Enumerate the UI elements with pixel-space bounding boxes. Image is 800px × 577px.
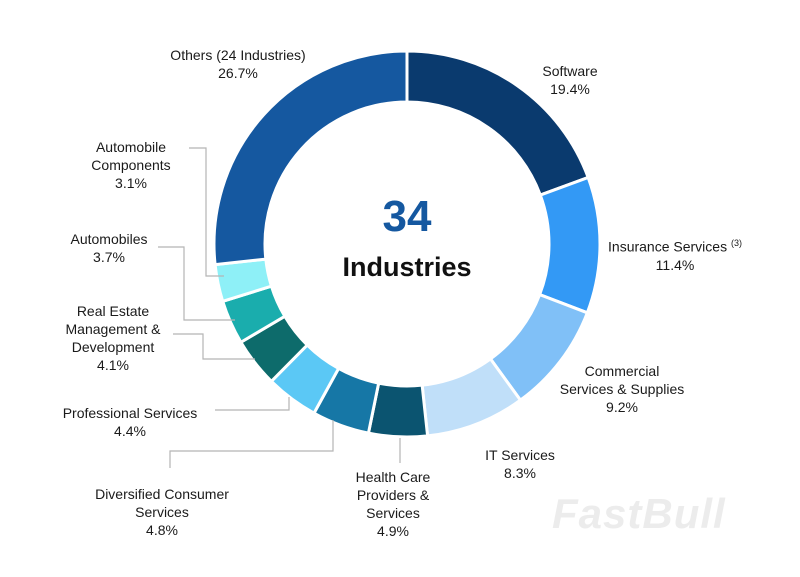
label-software: Software 19.4% (542, 63, 598, 97)
slice-insurance-services (537, 175, 602, 315)
label-health-care: Health Care Providers & Services 4.9% (355, 469, 431, 539)
label-commercial-services: Commercial Services & Supplies 9.2% (559, 363, 685, 415)
label-insurance-services: Insurance Services (3) 11.4% (608, 238, 742, 273)
leader-automobile-components (189, 147, 224, 277)
label-others: Others (24 Industries) 26.7% (170, 47, 306, 81)
center-value: 34 (382, 192, 432, 241)
center-label: Industries (342, 252, 472, 282)
label-automobiles: Automobiles 3.7% (70, 231, 148, 265)
label-diversified-consumer: Diversified Consumer Services 4.8% (95, 486, 229, 538)
label-professional-services: Professional Services 4.4% (62, 405, 198, 439)
slice-others-24-industries (212, 49, 409, 267)
leader-automobiles (158, 246, 235, 321)
label-automobile-components: Automobile Components 3.1% (91, 139, 171, 191)
leader-real-estate (173, 333, 255, 360)
watermark: FastBull (552, 490, 726, 537)
label-real-estate: Real Estate Management & Development 4.1% (65, 303, 161, 373)
leader-professional-services (215, 397, 290, 411)
leader-diversified-consumer (169, 420, 334, 468)
label-it-services: IT Services 8.3% (485, 447, 555, 481)
